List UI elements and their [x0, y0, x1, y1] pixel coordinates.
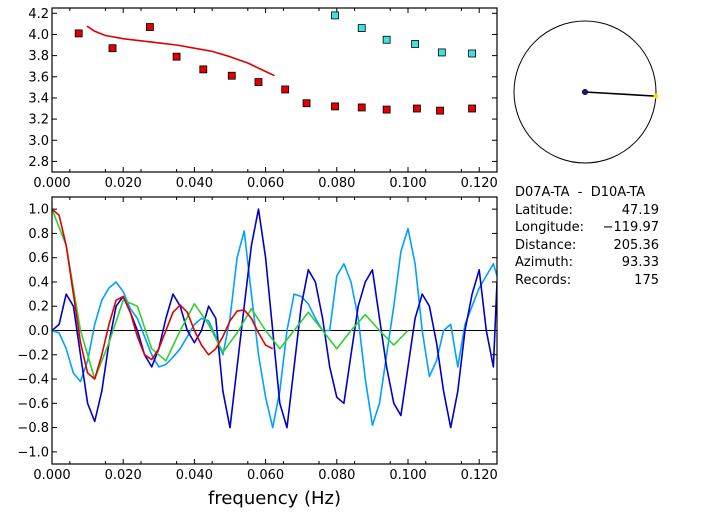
x-tick-label: 0.020: [105, 468, 142, 483]
info-label: Records:: [515, 272, 572, 288]
x-tick-label: 0.120: [461, 468, 498, 483]
y-tick-label: −1.0: [17, 445, 49, 460]
info-value: 175: [634, 272, 659, 288]
data-point: [254, 78, 263, 86]
y-tick-label: −0.6: [17, 397, 49, 412]
y-tick-label: −0.4: [17, 373, 49, 388]
y-tick-label: 2.8: [28, 155, 49, 170]
data-point: [357, 24, 366, 33]
x-tick-label: 0.120: [461, 176, 498, 191]
data-point: [302, 99, 311, 108]
x-tick-label: 0.040: [176, 176, 213, 191]
y-tick-label: 0.2: [28, 300, 49, 315]
x-tick-label: 0.000: [33, 468, 70, 483]
info-label: Latitude:: [515, 202, 573, 218]
plot-area: [74, 11, 476, 115]
info-row: Longitude: −119.97: [515, 219, 665, 237]
compass-circle: [513, 20, 657, 164]
x-tick-label: 0.040: [176, 468, 213, 483]
plot-frame: [51, 7, 498, 173]
y-tick-label: 3.2: [28, 113, 49, 128]
info-row: Records: 175: [515, 272, 665, 290]
x-tick-label: 0.080: [318, 468, 355, 483]
y-tick-label: 0.4: [28, 275, 49, 290]
y-tick-label: −0.8: [17, 421, 49, 436]
info-value: 205.36: [613, 237, 660, 253]
station-b-marker: [653, 93, 659, 99]
phase-velocity-panel: 4.2 4.0 3.8 3.6 3.4 3.2 3.0 2.8 0.000 0.020 0.040 0…: [28, 7, 497, 191]
info-value: 47.19: [621, 202, 659, 218]
y-tick-label: 3.6: [28, 70, 49, 85]
data-point: [411, 40, 420, 48]
data-point: [468, 49, 476, 58]
y-tick-label: 3.0: [28, 134, 49, 149]
data-point: [172, 52, 181, 61]
data-point: [357, 103, 366, 112]
y-tick-label: 1.0: [28, 203, 49, 218]
data-point: [199, 65, 208, 74]
info-label: Distance:: [515, 237, 577, 253]
x-tick-label: 0.060: [247, 468, 284, 483]
data-point: [281, 85, 290, 94]
data-point: [331, 102, 339, 111]
info-row: Latitude: 47.19: [515, 202, 665, 220]
data-point: [382, 105, 391, 114]
x-tick-label: 0.060: [247, 176, 284, 191]
data-point: [436, 106, 444, 115]
y-tick-label: 3.4: [28, 91, 49, 106]
data-point: [468, 104, 476, 113]
azimuth-line: [584, 91, 656, 97]
data-point: [74, 29, 83, 38]
series-line: [86, 25, 275, 77]
data-point: [382, 35, 391, 44]
y-tick-label: 0.6: [28, 251, 49, 266]
y-tick-label: 4.0: [28, 28, 49, 43]
x-tick-label: 0.080: [318, 176, 355, 191]
station-a-marker: [581, 88, 589, 96]
info-label: Azimuth:: [515, 255, 573, 271]
info-row: Azimuth: 93.33: [515, 254, 665, 272]
y-tick-label: 0.8: [28, 227, 49, 242]
y-tick-label: 3.8: [28, 49, 49, 64]
station-info: D07A-TA - D10A-TA Latitude: 47.19 Longitud…: [515, 184, 665, 290]
correlation-panel: 1.0 0.8 0.6 0.4 0.2 0.0 −0.2 −0.4 −0.6 −0.8 −1.0 0.…: [17, 196, 498, 509]
y-tick-label: 4.2: [28, 7, 49, 22]
x-tick-label: 0.100: [389, 176, 426, 191]
x-axis-label: frequency (Hz): [208, 488, 341, 509]
info-row: Distance: 205.36: [515, 237, 665, 255]
x-tick-label: 0.020: [105, 176, 142, 191]
data-point: [331, 11, 339, 20]
y-tick-label: 0.0: [28, 324, 49, 339]
data-point: [227, 71, 236, 80]
station-pair-title: D07A-TA - D10A-TA: [515, 185, 646, 200]
series-line-blue: [52, 208, 497, 429]
x-tick-label: 0.100: [389, 468, 426, 483]
info-label: Longitude:: [515, 220, 585, 236]
data-point: [108, 44, 117, 53]
data-point: [412, 104, 421, 113]
data-point: [437, 48, 446, 57]
plot-area: [52, 208, 497, 429]
series-line-cyan: [52, 227, 497, 429]
x-tick-label: 0.000: [33, 176, 70, 191]
data-point: [145, 23, 154, 31]
series-line-green: [52, 208, 409, 380]
plot-frame: [51, 196, 498, 465]
azimuth-compass: [513, 20, 659, 164]
series-line-red: [52, 208, 274, 380]
y-tick-label: −0.2: [17, 348, 49, 363]
info-value: 93.33: [621, 255, 659, 271]
info-value: −119.97: [602, 220, 659, 236]
